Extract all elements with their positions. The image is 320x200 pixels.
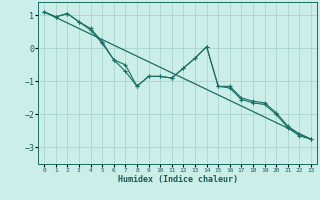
X-axis label: Humidex (Indice chaleur): Humidex (Indice chaleur) [118, 175, 238, 184]
